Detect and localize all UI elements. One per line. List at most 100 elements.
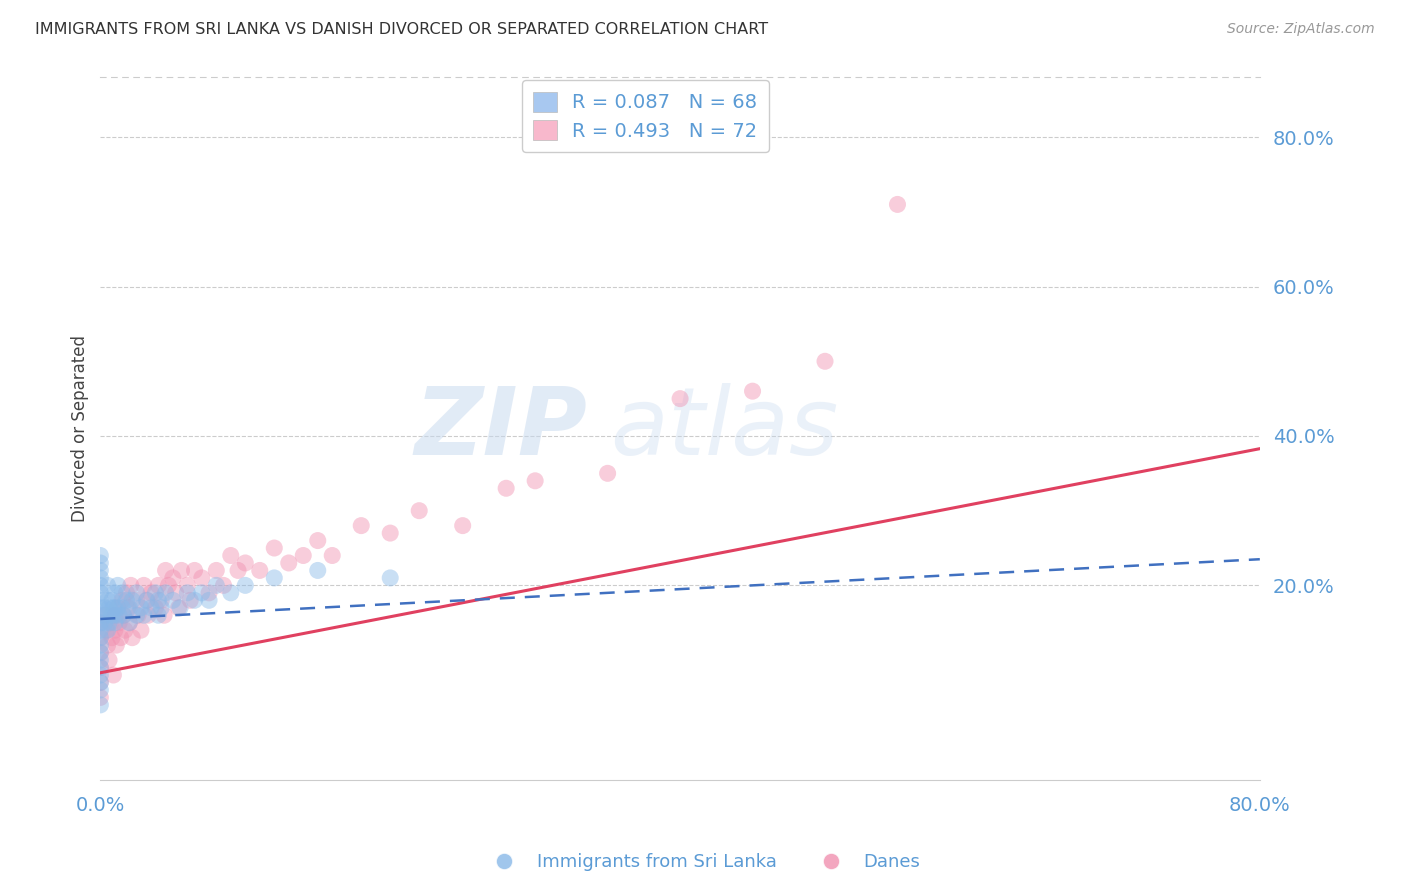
Point [121,631,143,645]
Point [98,600,121,615]
Point [93,615,115,630]
Point [111,600,134,615]
Point [98,615,121,630]
Point [115,593,138,607]
Point [118,615,141,630]
Point [118,615,141,630]
Point [89,556,111,570]
Point [157,578,180,592]
Point [104,600,127,615]
Point [121,593,143,607]
Point [408,504,430,518]
Point [150,593,173,607]
Point [129,600,152,615]
Point [127,608,149,623]
Point [93,608,115,623]
Point [129,623,152,637]
Point [107,600,129,615]
Legend: Immigrants from Sri Lanka, Danes: Immigrants from Sri Lanka, Danes [479,847,927,879]
Point [165,586,187,600]
Point [170,564,193,578]
Point [191,586,214,600]
Point [115,586,138,600]
Point [103,600,125,615]
Point [167,600,190,615]
Point [495,481,517,495]
Point [219,586,242,600]
Point [89,690,111,705]
Point [277,556,299,570]
Point [105,638,128,652]
Point [292,549,315,563]
Point [100,615,122,630]
Point [89,675,111,690]
Point [89,660,111,674]
Point [350,518,373,533]
Text: atlas: atlas [610,383,839,474]
Point [89,660,111,674]
Point [89,578,111,592]
Point [89,682,111,697]
Point [125,608,148,623]
Point [89,631,111,645]
Point [162,593,184,607]
Point [89,593,111,607]
Point [89,631,111,645]
Legend: R = 0.087   N = 68, R = 0.493   N = 72: R = 0.087 N = 68, R = 0.493 N = 72 [522,80,769,153]
Point [524,474,547,488]
Point [132,578,155,592]
Point [97,623,120,637]
Point [263,541,285,555]
Point [108,608,131,623]
Point [176,586,198,600]
Point [101,593,124,607]
Point [104,608,127,623]
Point [135,593,157,607]
Point [233,578,256,592]
Text: Source: ZipAtlas.com: Source: ZipAtlas.com [1227,22,1375,37]
Point [183,593,205,607]
Point [89,549,111,563]
Point [101,631,124,645]
Point [89,646,111,660]
Point [205,578,228,592]
Point [89,615,111,630]
Point [139,586,162,600]
Point [155,564,177,578]
Point [886,197,908,211]
Point [107,600,129,615]
Point [89,608,111,623]
Point [145,600,167,615]
Point [89,698,111,712]
Point [108,615,131,630]
Point [114,623,136,637]
Point [148,593,170,607]
Point [104,608,127,623]
Point [89,564,111,578]
Point [219,549,242,563]
Point [380,526,402,541]
Point [111,586,134,600]
Point [741,384,763,399]
Point [183,564,205,578]
Point [89,668,111,682]
Point [89,615,111,630]
Point [263,571,285,585]
Point [148,608,170,623]
Point [191,571,214,585]
Point [136,608,159,623]
Point [169,600,191,615]
Point [139,600,162,615]
Point [104,615,127,630]
Point [321,549,343,563]
Point [233,556,256,570]
Text: IMMIGRANTS FROM SRI LANKA VS DANISH DIVORCED OR SEPARATED CORRELATION CHART: IMMIGRANTS FROM SRI LANKA VS DANISH DIVO… [35,22,768,37]
Point [97,638,120,652]
Point [89,586,111,600]
Point [596,467,619,481]
Point [153,608,176,623]
Point [110,631,132,645]
Point [380,571,402,585]
Point [118,600,141,615]
Point [107,578,129,592]
